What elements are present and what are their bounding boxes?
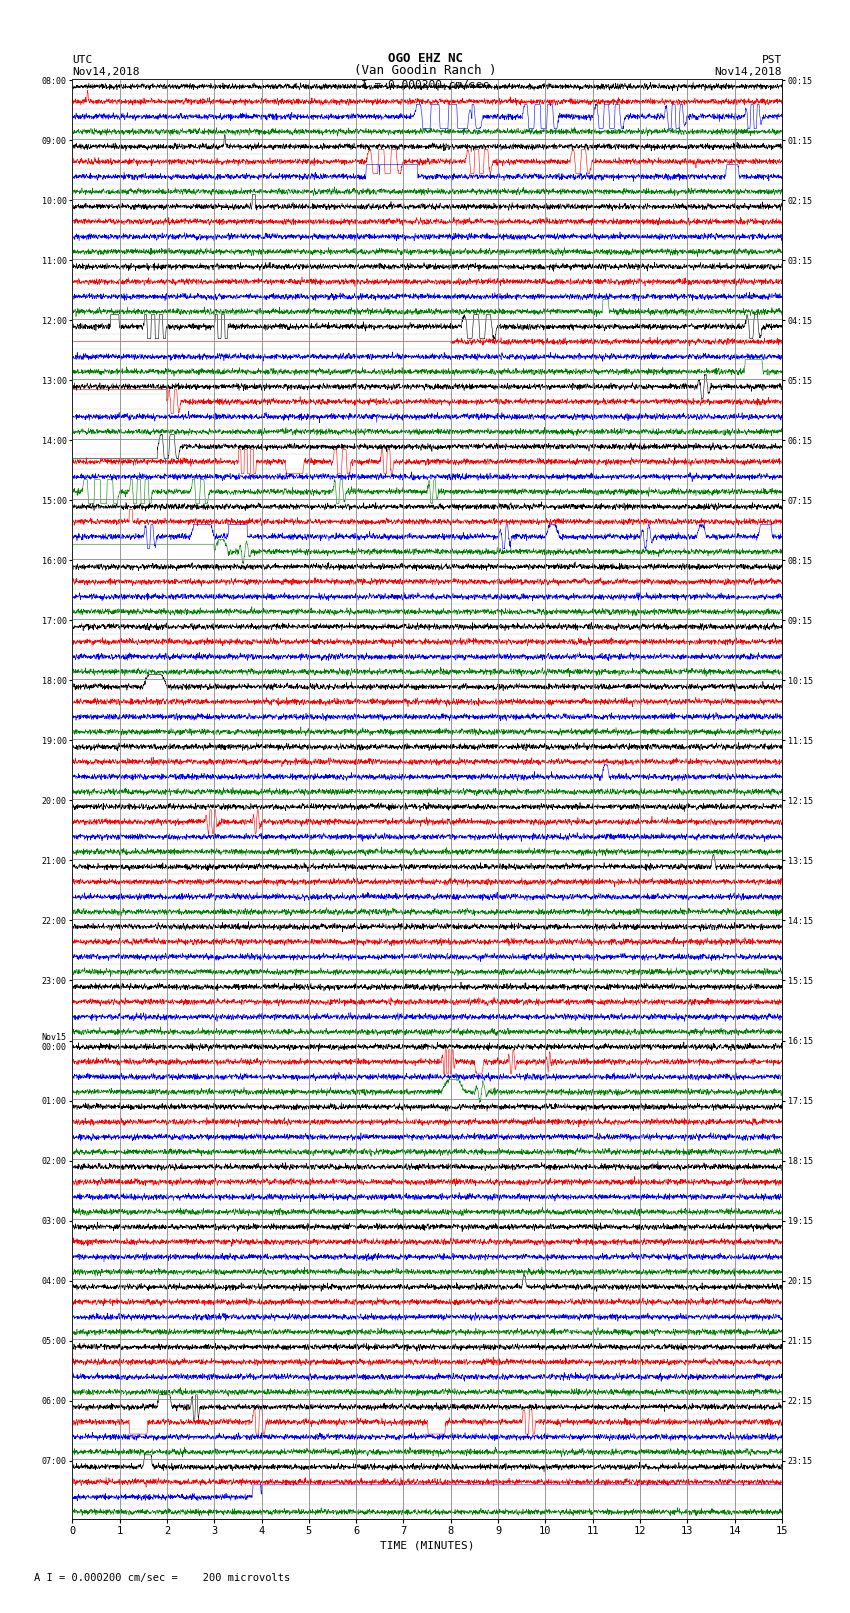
Text: (Van Goodin Ranch ): (Van Goodin Ranch ) — [354, 65, 496, 77]
Text: Nov14,2018: Nov14,2018 — [72, 68, 139, 77]
X-axis label: TIME (MINUTES): TIME (MINUTES) — [380, 1540, 474, 1550]
Text: UTC: UTC — [72, 55, 93, 65]
Text: A I = 0.000200 cm/sec =    200 microvolts: A I = 0.000200 cm/sec = 200 microvolts — [34, 1573, 290, 1582]
Text: PST: PST — [762, 55, 782, 65]
Text: I = 0.000200 cm/sec: I = 0.000200 cm/sec — [361, 81, 489, 90]
Text: OGO EHZ NC: OGO EHZ NC — [388, 52, 462, 65]
Text: Nov14,2018: Nov14,2018 — [715, 68, 782, 77]
